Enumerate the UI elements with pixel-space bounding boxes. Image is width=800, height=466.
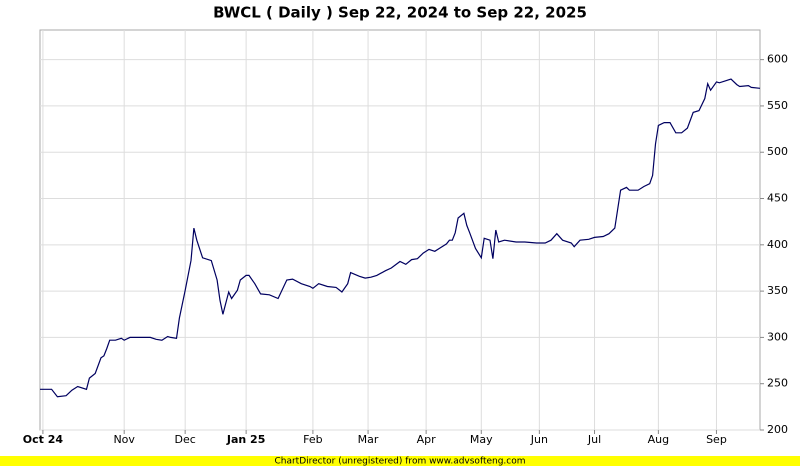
price-line bbox=[40, 78, 761, 398]
x-tick-label: May bbox=[470, 433, 493, 446]
y-tick-label: 350 bbox=[767, 284, 788, 297]
x-tick-label: Oct 24 bbox=[23, 433, 64, 446]
y-tick-label: 500 bbox=[767, 145, 788, 158]
x-tick-label: Nov bbox=[113, 433, 135, 446]
x-tick-label: Feb bbox=[303, 433, 322, 446]
x-tick-label: Jun bbox=[530, 433, 548, 446]
x-tick-label: Sep bbox=[706, 433, 727, 446]
x-tick-label: Mar bbox=[358, 433, 379, 446]
x-tick-label: Dec bbox=[175, 433, 196, 446]
y-tick-label: 400 bbox=[767, 238, 788, 251]
plot-area bbox=[39, 29, 761, 431]
chart-title: BWCL ( Daily ) Sep 22, 2024 to Sep 22, 2… bbox=[213, 4, 587, 22]
y-tick-label: 550 bbox=[767, 99, 788, 112]
y-tick-label: 600 bbox=[767, 53, 788, 66]
y-tick-label: 300 bbox=[767, 330, 788, 343]
x-tick-label: Aug bbox=[648, 433, 669, 446]
footer-text: ChartDirector (unregistered) from www.ad… bbox=[274, 457, 525, 466]
y-tick-label: 200 bbox=[767, 423, 788, 436]
y-tick-label: 450 bbox=[767, 192, 788, 205]
footer-bar bbox=[0, 456, 800, 466]
x-tick-label: Apr bbox=[417, 433, 437, 446]
x-tick-label: Jan 25 bbox=[226, 433, 265, 446]
x-tick-label: Jul bbox=[587, 433, 601, 446]
y-tick-label: 250 bbox=[767, 377, 788, 390]
